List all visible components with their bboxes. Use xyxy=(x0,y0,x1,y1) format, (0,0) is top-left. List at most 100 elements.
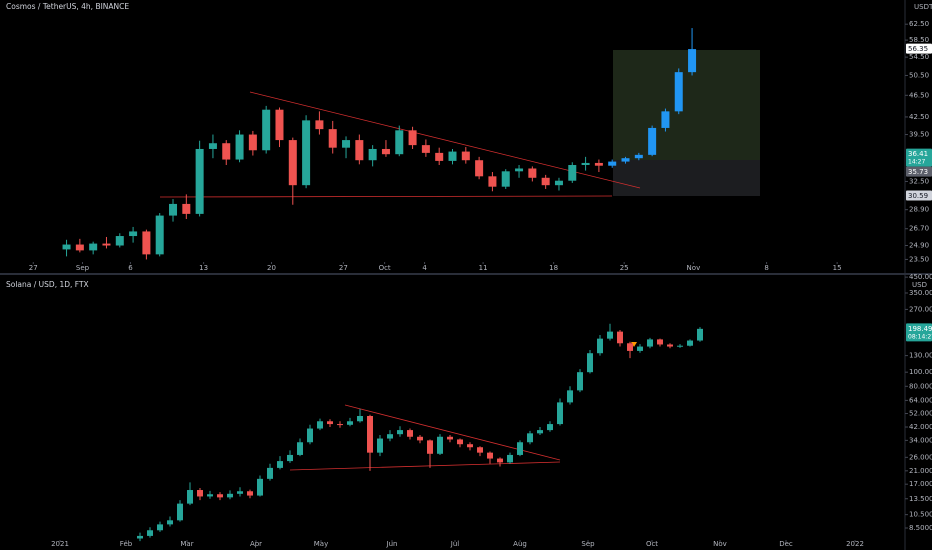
trendline xyxy=(344,404,561,461)
candle-body xyxy=(447,436,453,440)
candle-body xyxy=(607,331,613,339)
candle-body xyxy=(497,458,503,463)
x-tick-label: 6 xyxy=(128,264,133,272)
price-badge xyxy=(906,148,932,167)
y-tick-label: 58.50 xyxy=(909,36,929,44)
price-badge-label: 30.59 xyxy=(908,192,928,200)
x-tick-label: 8 xyxy=(764,264,768,272)
candle-body xyxy=(387,434,393,439)
candle-body xyxy=(647,339,653,347)
y-tick-label: 42.0000 xyxy=(909,423,932,431)
candle-body xyxy=(257,478,263,496)
x-tick-label: 11 xyxy=(479,264,488,272)
candle-body xyxy=(137,535,143,539)
candle-body xyxy=(408,130,417,146)
support-line xyxy=(159,195,613,198)
x-tick-label: 27 xyxy=(29,264,38,272)
y-tick-label: 23.50 xyxy=(909,255,929,263)
price-badge-label: 36.41 xyxy=(908,150,928,158)
x-tick-label: Sep xyxy=(581,540,595,548)
candle-body xyxy=(461,151,470,161)
candle-body xyxy=(568,165,577,181)
candle-body xyxy=(62,244,71,250)
candle-body xyxy=(567,390,573,403)
y-tick-label: 32.50 xyxy=(909,177,929,185)
candle-body xyxy=(541,177,550,186)
candle-body xyxy=(115,236,124,246)
candle-body xyxy=(302,120,311,186)
candle-body xyxy=(207,494,213,497)
candle-body xyxy=(337,424,343,426)
candle-body xyxy=(417,436,423,441)
x-tick-label: Aug xyxy=(513,540,527,548)
candle-body xyxy=(367,415,373,453)
price-badge-label: 56.35 xyxy=(908,45,928,53)
candle-body xyxy=(667,344,673,347)
x-tick-label: 2021 xyxy=(51,540,69,548)
x-tick-label: 18 xyxy=(549,264,558,272)
candle-body xyxy=(587,353,593,373)
y-tick-label: 17.0000 xyxy=(909,480,932,488)
candle-body xyxy=(355,140,364,161)
candle-body xyxy=(547,424,553,431)
support-line xyxy=(289,461,561,471)
candle-body xyxy=(247,491,253,496)
x-tick-label: 20 xyxy=(267,264,276,272)
y-tick-label: 52.0000 xyxy=(909,410,932,418)
x-tick-label: Oct xyxy=(646,540,658,548)
y-tick-label: 13.5000 xyxy=(909,495,932,503)
candle-body xyxy=(288,140,297,186)
candle-body xyxy=(467,444,473,448)
candle-body xyxy=(327,421,333,425)
candle-body xyxy=(397,430,403,435)
candle-body xyxy=(169,203,178,216)
y-tick-label: 62.50 xyxy=(909,20,929,28)
price-badge xyxy=(906,323,932,342)
candle-body xyxy=(395,130,404,155)
candle-body xyxy=(297,442,303,455)
unit-label: USD xyxy=(912,281,927,289)
x-tick-label: 4 xyxy=(422,264,427,272)
stop-zone xyxy=(613,160,760,196)
unit-label: USDT xyxy=(914,3,932,11)
y-tick-label: 26.0000 xyxy=(909,453,932,461)
candle-body xyxy=(157,524,163,531)
y-tick-label: 21.0000 xyxy=(909,467,932,475)
candle-body xyxy=(581,162,590,166)
price-badge-countdown: 14:27 xyxy=(908,159,925,166)
x-tick-label: Nov xyxy=(713,540,727,548)
y-tick-label: 34.0000 xyxy=(909,436,932,444)
candle-body xyxy=(187,490,193,504)
candle-body xyxy=(528,168,537,178)
candle-body xyxy=(475,160,484,177)
candle-body xyxy=(267,467,273,479)
candle-body xyxy=(661,111,670,128)
price-badge xyxy=(906,43,932,54)
x-tick-label: Nov xyxy=(687,264,701,272)
candle-body xyxy=(594,162,603,166)
candle-body xyxy=(488,176,497,187)
y-tick-label: 64.0000 xyxy=(909,396,932,404)
candle-body xyxy=(437,436,443,454)
y-tick-label: 39.50 xyxy=(909,131,929,139)
candle-body xyxy=(557,402,563,425)
candle-body xyxy=(167,520,173,525)
price-badge-countdown: 08:14:27 xyxy=(908,333,932,340)
y-tick-label: 8.5000 xyxy=(909,524,932,532)
candle-body xyxy=(448,151,457,161)
candle-body xyxy=(634,154,643,159)
x-tick-label: 27 xyxy=(339,264,348,272)
candle-body xyxy=(317,421,323,429)
price-badge-label: 35.73 xyxy=(908,168,928,176)
y-tick-label: 54.50 xyxy=(909,53,929,61)
candle-body xyxy=(287,454,293,462)
candle-body xyxy=(507,454,513,463)
candle-body xyxy=(637,346,643,351)
y-tick-label: 10.5000 xyxy=(909,511,932,519)
candle-body xyxy=(608,161,617,166)
candle-body xyxy=(648,127,657,155)
y-tick-label: 130.0000 xyxy=(909,352,932,360)
y-tick-label: 270.0000 xyxy=(909,305,932,313)
